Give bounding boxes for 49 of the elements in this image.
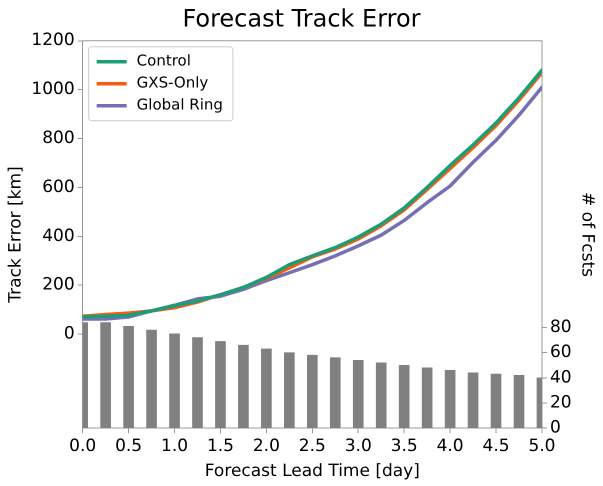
- y-tick-label: 200: [42, 274, 75, 295]
- bar: [215, 341, 226, 428]
- x-tick-label: 3.0: [344, 436, 372, 456]
- bar: [514, 375, 524, 428]
- legend-label: Global Ring: [136, 96, 223, 114]
- legend-label: Control: [136, 52, 191, 70]
- y2-tick-label: 40: [550, 367, 572, 388]
- x-tick-label: 1.0: [161, 436, 188, 456]
- y-tick-label: 0: [64, 324, 75, 344]
- bar: [146, 330, 157, 428]
- y-axis-title: Track Error [km]: [6, 166, 26, 304]
- y-tick-label: 800: [42, 128, 75, 148]
- y2-tick-label: 20: [550, 392, 572, 412]
- y-tick-label: 400: [42, 226, 75, 246]
- chart-title: Forecast Track Error: [182, 4, 421, 33]
- x-tick-label: 0.5: [115, 436, 142, 456]
- bar: [422, 367, 432, 428]
- x-tick-label: 1.5: [206, 436, 234, 456]
- x-tick-label: 5.0: [528, 436, 556, 456]
- y2-tick-label: 80: [550, 317, 572, 337]
- bar: [306, 354, 318, 428]
- bar: [352, 360, 364, 428]
- bar: [169, 334, 180, 428]
- y2-axis-title: # of Fcsts: [577, 192, 598, 278]
- bar: [192, 337, 203, 428]
- x-tick-label: 3.5: [390, 436, 418, 456]
- y-tick-label: 600: [42, 176, 75, 197]
- bar: [100, 322, 111, 428]
- bar: [123, 326, 134, 428]
- x-tick-label: 2.5: [298, 436, 326, 456]
- bar: [284, 352, 295, 428]
- y-tick-label: 1200: [31, 30, 75, 50]
- bar: [376, 362, 387, 428]
- bar: [490, 374, 502, 428]
- x-axis-title: Forecast Lead Time [day]: [204, 461, 420, 482]
- x-tick-label: 4.5: [482, 436, 510, 456]
- bar: [330, 357, 341, 428]
- x-tick-label: 4.0: [436, 436, 464, 456]
- legend-label: GXS-Only: [136, 74, 208, 92]
- x-tick-label: 2.0: [252, 436, 280, 456]
- y-tick-label: 1000: [31, 79, 75, 100]
- bar: [398, 364, 410, 428]
- y2-tick-label: 60: [550, 342, 572, 362]
- bar: [444, 370, 456, 428]
- y2-tick-label: 0: [550, 418, 561, 438]
- bar: [468, 372, 478, 428]
- bar: [238, 344, 249, 428]
- x-tick-label: 0.0: [69, 436, 96, 456]
- bar: [261, 348, 272, 428]
